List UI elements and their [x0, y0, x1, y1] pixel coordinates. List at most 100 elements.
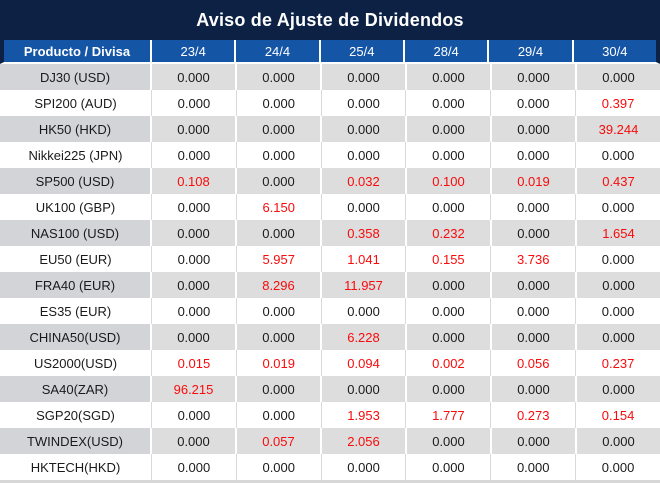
value-cell: 0.000	[491, 194, 577, 220]
value-cell: 0.019	[492, 168, 577, 194]
value-cell: 0.000	[406, 454, 492, 480]
value-cell: 0.002	[406, 350, 492, 376]
table-row: US2000(USD) 0.015 0.019 0.094 0.002 0.056 0.23…	[0, 350, 660, 376]
value-cell: 0.000	[237, 168, 322, 194]
product-cell: UK100 (GBP)	[0, 194, 152, 220]
value-cell: 0.000	[237, 376, 322, 402]
value-cell: 0.000	[491, 142, 577, 168]
table-row: TWINDEX(USD) 0.000 0.057 2.056 0.000 0.000 0.0…	[0, 428, 660, 454]
value-cell: 0.000	[152, 324, 237, 350]
value-cell: 0.000	[406, 90, 492, 116]
value-cell: 0.000	[152, 194, 237, 220]
table-row: FRA40 (EUR) 0.000 8.296 11.957 0.000 0.000 0.0…	[0, 272, 660, 298]
table-row: CHINA50(USD) 0.000 0.000 6.228 0.000 0.000 0.0…	[0, 324, 660, 350]
table-row: ES35 (EUR) 0.000 0.000 0.000 0.000 0.000 0.000	[0, 298, 660, 324]
value-cell: 3.736	[491, 246, 577, 272]
value-cell: 0.000	[406, 298, 492, 324]
value-cell: 0.032	[322, 168, 407, 194]
product-cell: HKTECH(HKD)	[0, 454, 152, 480]
value-cell: 0.000	[577, 376, 660, 402]
table-row: HKTECH(HKD) 0.000 0.000 0.000 0.000 0.000 0.00…	[0, 454, 660, 480]
value-cell: 39.244	[577, 116, 660, 142]
table-row: EU50 (EUR) 0.000 5.957 1.041 0.155 3.736 0.000	[0, 246, 660, 272]
page-title: Aviso de Ajuste de Dividendos	[0, 0, 660, 40]
product-cell: Nikkei225 (JPN)	[0, 142, 152, 168]
value-cell: 0.000	[491, 454, 577, 480]
value-cell: 0.000	[236, 90, 322, 116]
table-row: SPI200 (AUD) 0.000 0.000 0.000 0.000 0.000 0.3…	[0, 90, 660, 116]
value-cell: 0.000	[152, 116, 237, 142]
value-cell: 0.000	[236, 454, 322, 480]
value-cell: 0.000	[576, 298, 660, 324]
value-cell: 0.000	[152, 220, 237, 246]
product-cell: CHINA50(USD)	[0, 324, 152, 350]
product-cell: NAS100 (USD)	[0, 220, 152, 246]
value-cell: 0.000	[492, 220, 577, 246]
value-cell: 0.000	[152, 428, 237, 454]
value-cell: 0.000	[406, 142, 492, 168]
value-cell: 11.957	[322, 272, 407, 298]
value-cell: 0.000	[576, 246, 660, 272]
table-header-row: Producto / Divisa 23/4 24/4 25/4 28/4 29/4 30…	[0, 40, 660, 64]
value-cell: 0.000	[152, 298, 237, 324]
value-cell: 0.000	[407, 116, 492, 142]
value-cell: 0.000	[407, 376, 492, 402]
value-cell: 0.000	[236, 298, 322, 324]
header-date-column: 30/4	[602, 43, 628, 59]
table-body: DJ30 (USD) 0.000 0.000 0.000 0.000 0.000 0.000…	[0, 64, 660, 483]
value-cell: 0.000	[152, 142, 237, 168]
value-cell: 0.108	[152, 168, 237, 194]
value-cell: 0.358	[322, 220, 407, 246]
product-cell: HK50 (HKD)	[0, 116, 152, 142]
value-cell: 0.000	[321, 454, 407, 480]
value-cell: 0.000	[237, 324, 322, 350]
table-row: SGP20(SGD) 0.000 0.000 1.953 1.777 0.273 0.154	[0, 402, 660, 428]
value-cell: 0.000	[492, 272, 577, 298]
table-row: SA40(ZAR) 96.215 0.000 0.000 0.000 0.000 0.000	[0, 376, 660, 402]
value-cell: 0.154	[576, 402, 660, 428]
value-cell: 0.000	[152, 246, 237, 272]
value-cell: 0.000	[577, 324, 660, 350]
header-product-column: Producto / Divisa	[4, 40, 152, 62]
product-cell: SPI200 (AUD)	[0, 90, 152, 116]
product-cell: TWINDEX(USD)	[0, 428, 152, 454]
value-cell: 0.019	[236, 350, 322, 376]
product-cell: SP500 (USD)	[0, 168, 152, 194]
value-cell: 0.000	[236, 402, 322, 428]
value-cell: 0.057	[237, 428, 322, 454]
table-row: SP500 (USD) 0.108 0.000 0.032 0.100 0.019 0.43…	[0, 168, 660, 194]
product-cell: EU50 (EUR)	[0, 246, 152, 272]
value-cell: 0.094	[321, 350, 407, 376]
value-cell: 0.000	[322, 116, 407, 142]
value-cell: 0.000	[321, 90, 407, 116]
header-date-column: 24/4	[236, 40, 321, 62]
value-cell: 0.000	[321, 142, 407, 168]
value-cell: 0.000	[492, 64, 577, 90]
product-cell: SGP20(SGD)	[0, 402, 152, 428]
value-cell: 2.056	[322, 428, 407, 454]
value-cell: 0.000	[152, 64, 237, 90]
header-date-column: 25/4	[321, 40, 405, 62]
value-cell: 0.056	[491, 350, 577, 376]
value-cell: 0.000	[322, 64, 407, 90]
product-cell: ES35 (EUR)	[0, 298, 152, 324]
value-cell: 0.000	[407, 272, 492, 298]
value-cell: 0.000	[152, 454, 237, 480]
value-cell: 0.000	[237, 220, 322, 246]
value-cell: 0.237	[576, 350, 660, 376]
product-cell: FRA40 (EUR)	[0, 272, 152, 298]
product-cell: DJ30 (USD)	[0, 64, 152, 90]
value-cell: 0.155	[406, 246, 492, 272]
value-cell: 0.437	[577, 168, 660, 194]
product-cell: SA40(ZAR)	[0, 376, 152, 402]
value-cell: 96.215	[152, 376, 237, 402]
value-cell: 0.000	[236, 142, 322, 168]
value-cell: 0.000	[492, 428, 577, 454]
value-cell: 0.397	[576, 90, 660, 116]
value-cell: 0.000	[237, 64, 322, 90]
value-cell: 0.000	[407, 64, 492, 90]
value-cell: 0.000	[407, 428, 492, 454]
value-cell: 0.000	[152, 402, 237, 428]
value-cell: 8.296	[237, 272, 322, 298]
